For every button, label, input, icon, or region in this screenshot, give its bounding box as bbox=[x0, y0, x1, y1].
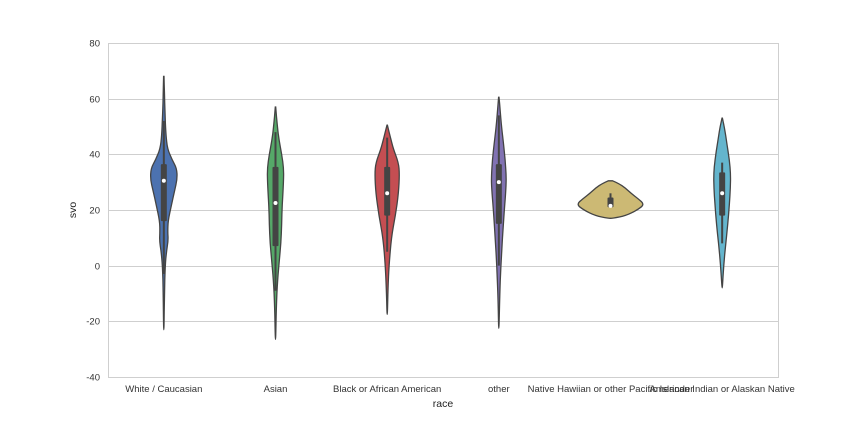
violin-median bbox=[496, 180, 501, 185]
y-tick-labels: -40 -20 0 20 40 60 80 bbox=[86, 39, 100, 384]
x-axis-label: race bbox=[433, 398, 454, 410]
y-gridlines bbox=[108, 43, 778, 378]
violin-median bbox=[720, 191, 725, 196]
violin-iqr-box bbox=[495, 164, 502, 224]
x-tick-label: Black or African American bbox=[333, 384, 441, 395]
x-tick-label: White / Caucasian bbox=[125, 384, 202, 395]
y-axis-label: svo bbox=[67, 202, 79, 219]
x-tick-label: American Indian or Alaskan Native bbox=[650, 384, 795, 395]
y-tick-label: 40 bbox=[89, 150, 100, 161]
violin-iqr-box bbox=[160, 164, 167, 222]
x-tick-labels: White / Caucasian Asian Black or African A… bbox=[125, 384, 794, 395]
violins bbox=[149, 75, 732, 341]
x-tick-label: Asian bbox=[264, 384, 288, 395]
x-tick-label: Native Hawiian or other Pacific Islander bbox=[528, 384, 694, 395]
plot-frame bbox=[108, 43, 779, 378]
x-tick-label: other bbox=[488, 384, 510, 395]
violin-median bbox=[273, 201, 278, 206]
y-tick-label: 80 bbox=[89, 39, 100, 50]
violin-median bbox=[385, 191, 390, 196]
y-tick-label: -20 bbox=[86, 317, 100, 328]
violin-median bbox=[608, 203, 613, 208]
violin-iqr-box bbox=[272, 166, 279, 247]
y-tick-label: 0 bbox=[95, 262, 100, 273]
y-tick-label: -40 bbox=[86, 373, 100, 384]
y-tick-label: 60 bbox=[89, 95, 100, 106]
violin-median bbox=[161, 178, 166, 183]
violin-iqr-box bbox=[384, 166, 391, 216]
y-tick-label: 20 bbox=[89, 206, 100, 217]
